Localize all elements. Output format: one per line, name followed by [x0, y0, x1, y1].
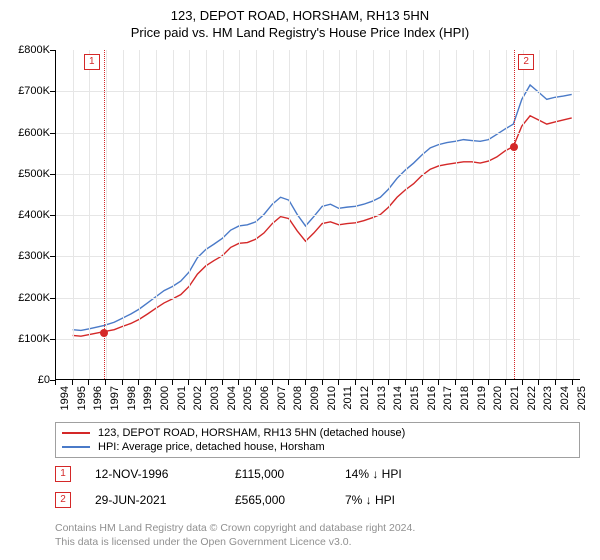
x-tick-label: 1997 — [109, 386, 121, 416]
y-tick-label: £400K — [0, 209, 50, 221]
x-tick-label: 2020 — [492, 386, 504, 416]
event-marker-box: 1 — [84, 54, 100, 70]
legend-label-hpi: HPI: Average price, detached house, Hors… — [98, 441, 325, 453]
x-tick-label: 1998 — [126, 386, 138, 416]
x-tick-label: 2018 — [459, 386, 471, 416]
x-tick-label: 1995 — [76, 386, 88, 416]
event-row-2: 2 29-JUN-2021 £565,000 7% ↓ HPI — [55, 492, 465, 508]
legend-swatch-property — [62, 432, 90, 434]
x-tick-label: 2010 — [326, 386, 338, 416]
x-tick-label: 2007 — [276, 386, 288, 416]
y-tick-label: £100K — [0, 333, 50, 345]
y-tick-label: £500K — [0, 168, 50, 180]
legend-row-property: 123, DEPOT ROAD, HORSHAM, RH13 5HN (deta… — [62, 426, 573, 440]
x-tick-label: 2016 — [426, 386, 438, 416]
event-diff-1: 14% ↓ HPI — [345, 467, 465, 481]
x-tick-label: 2006 — [259, 386, 271, 416]
x-tick-label: 2019 — [476, 386, 488, 416]
x-tick-label: 1999 — [142, 386, 154, 416]
event-marker-box: 2 — [518, 54, 534, 70]
event-date-1: 12-NOV-1996 — [95, 467, 235, 481]
event-diff-2: 7% ↓ HPI — [345, 493, 465, 507]
event-price-2: £565,000 — [235, 493, 345, 507]
legend-label-property: 123, DEPOT ROAD, HORSHAM, RH13 5HN (deta… — [98, 427, 405, 439]
x-tick-label: 2024 — [559, 386, 571, 416]
event-num-1: 1 — [55, 466, 71, 482]
x-tick-label: 2021 — [509, 386, 521, 416]
x-tick-label: 2022 — [526, 386, 538, 416]
footer-line-1: Contains HM Land Registry data © Crown c… — [55, 522, 415, 536]
x-tick-label: 2004 — [226, 386, 238, 416]
chart-title-address: 123, DEPOT ROAD, HORSHAM, RH13 5HN — [0, 0, 600, 23]
x-tick-label: 1994 — [59, 386, 71, 416]
x-tick-label: 2000 — [159, 386, 171, 416]
x-tick-label: 2013 — [376, 386, 388, 416]
x-tick-label: 2025 — [576, 386, 588, 416]
x-tick-label: 2002 — [192, 386, 204, 416]
x-tick-label: 2012 — [359, 386, 371, 416]
x-tick-label: 1996 — [92, 386, 104, 416]
event-date-2: 29-JUN-2021 — [95, 493, 235, 507]
x-tick-label: 2014 — [392, 386, 404, 416]
x-tick-label: 2011 — [342, 386, 354, 416]
event-row-1: 1 12-NOV-1996 £115,000 14% ↓ HPI — [55, 466, 465, 482]
x-tick-label: 2005 — [242, 386, 254, 416]
x-tick-label: 2023 — [542, 386, 554, 416]
chart-subtitle: Price paid vs. HM Land Registry's House … — [0, 23, 600, 46]
event-num-2: 2 — [55, 492, 71, 508]
x-tick-label: 2008 — [292, 386, 304, 416]
legend-swatch-hpi — [62, 446, 90, 448]
chart-container: 123, DEPOT ROAD, HORSHAM, RH13 5HN Price… — [0, 0, 600, 560]
plot-area: 12 — [55, 50, 580, 380]
x-tick-label: 2001 — [176, 386, 188, 416]
x-tick-label: 2017 — [442, 386, 454, 416]
footer-attribution: Contains HM Land Registry data © Crown c… — [55, 522, 415, 549]
y-tick-label: £0 — [0, 374, 50, 386]
footer-line-2: This data is licensed under the Open Gov… — [55, 536, 415, 550]
legend: 123, DEPOT ROAD, HORSHAM, RH13 5HN (deta… — [55, 422, 580, 458]
y-tick-label: £200K — [0, 292, 50, 304]
legend-row-hpi: HPI: Average price, detached house, Hors… — [62, 440, 573, 454]
event-price-1: £115,000 — [235, 467, 345, 481]
x-tick-label: 2009 — [309, 386, 321, 416]
y-tick-label: £700K — [0, 85, 50, 97]
price-marker — [510, 143, 518, 151]
price-marker — [100, 329, 108, 337]
y-tick-label: £600K — [0, 127, 50, 139]
x-tick-label: 2003 — [209, 386, 221, 416]
y-tick-label: £800K — [0, 44, 50, 56]
x-tick-label: 2015 — [409, 386, 421, 416]
y-tick-label: £300K — [0, 250, 50, 262]
